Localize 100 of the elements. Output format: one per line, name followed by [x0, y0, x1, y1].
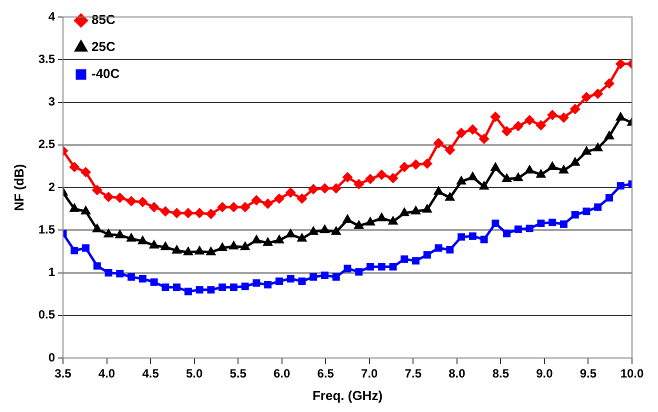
point	[376, 170, 386, 180]
x-tick-label: 9.0	[536, 366, 554, 381]
point	[524, 115, 534, 125]
point	[526, 224, 534, 232]
point	[183, 208, 193, 218]
point	[320, 225, 330, 234]
point	[411, 160, 421, 170]
point	[207, 286, 215, 294]
y-tick-label: 2.5	[38, 137, 56, 152]
point	[150, 278, 158, 286]
x-tick-label: 6.5	[317, 366, 334, 381]
x-tick-label: 9.5	[580, 366, 597, 381]
point	[400, 208, 409, 216]
point	[298, 234, 306, 242]
point	[92, 185, 102, 195]
point	[331, 184, 341, 194]
point	[548, 110, 558, 120]
point	[606, 194, 613, 202]
point	[616, 59, 626, 69]
point	[355, 268, 363, 276]
y-tick-label: 3.5	[38, 52, 56, 66]
point	[230, 284, 238, 291]
point	[560, 220, 568, 228]
point	[126, 196, 136, 206]
point	[412, 257, 420, 265]
point	[173, 284, 181, 291]
point	[342, 172, 352, 182]
point	[115, 192, 125, 202]
point	[320, 184, 330, 194]
point	[400, 255, 408, 263]
point	[434, 244, 442, 252]
point	[378, 263, 386, 271]
point	[218, 202, 228, 212]
point	[422, 204, 432, 213]
point	[446, 192, 454, 201]
point	[297, 194, 307, 204]
legend-label: -40C	[92, 66, 120, 82]
y-tick-label: 2	[48, 180, 56, 194]
point	[138, 274, 146, 282]
point	[389, 263, 397, 271]
point	[422, 158, 432, 168]
x-axis-title: Freq. (GHz)	[312, 388, 383, 403]
y-tick-label: 1	[48, 265, 56, 280]
point	[241, 282, 249, 290]
point	[423, 251, 431, 259]
point	[196, 286, 204, 294]
point	[298, 278, 306, 285]
point	[138, 197, 148, 207]
point	[184, 288, 192, 296]
point	[559, 166, 568, 174]
point	[536, 170, 546, 178]
point	[240, 202, 250, 212]
point	[252, 279, 260, 287]
point	[492, 220, 500, 228]
point	[525, 166, 534, 174]
point	[582, 208, 590, 216]
point	[264, 280, 272, 288]
x-tick-label: 8.5	[492, 366, 510, 381]
point	[513, 121, 523, 131]
point	[593, 88, 603, 98]
point	[104, 192, 114, 202]
point	[400, 162, 410, 172]
point	[149, 202, 159, 212]
point	[354, 179, 364, 189]
point	[604, 78, 614, 88]
point	[138, 236, 147, 244]
point	[82, 244, 90, 252]
point	[570, 104, 580, 114]
point	[480, 236, 488, 244]
point	[536, 120, 546, 130]
point	[458, 233, 466, 241]
point	[594, 203, 602, 211]
y-tick-label: 0.5	[38, 308, 56, 322]
point	[503, 230, 511, 238]
point	[366, 174, 376, 184]
point	[468, 124, 478, 134]
x-tick-label: 8.0	[448, 366, 466, 381]
y-tick-label: 3	[48, 94, 56, 109]
point	[104, 269, 112, 276]
point	[240, 242, 250, 250]
point	[366, 218, 375, 226]
point	[457, 176, 466, 185]
point	[172, 208, 182, 218]
point	[310, 273, 318, 281]
point	[332, 273, 340, 281]
point	[228, 202, 238, 212]
x-tick-label: 4.0	[98, 366, 116, 381]
point	[160, 206, 170, 216]
x-tick-label: 7.0	[361, 366, 378, 381]
point	[116, 270, 124, 278]
point	[446, 246, 454, 254]
point	[308, 184, 318, 194]
point	[558, 112, 568, 122]
y-tick-label: 1.5	[38, 222, 56, 236]
point	[514, 173, 522, 182]
point	[479, 134, 489, 144]
point	[582, 92, 592, 102]
y-axis-title: NF (dB)	[11, 164, 26, 211]
point	[388, 216, 398, 225]
point	[445, 145, 455, 155]
